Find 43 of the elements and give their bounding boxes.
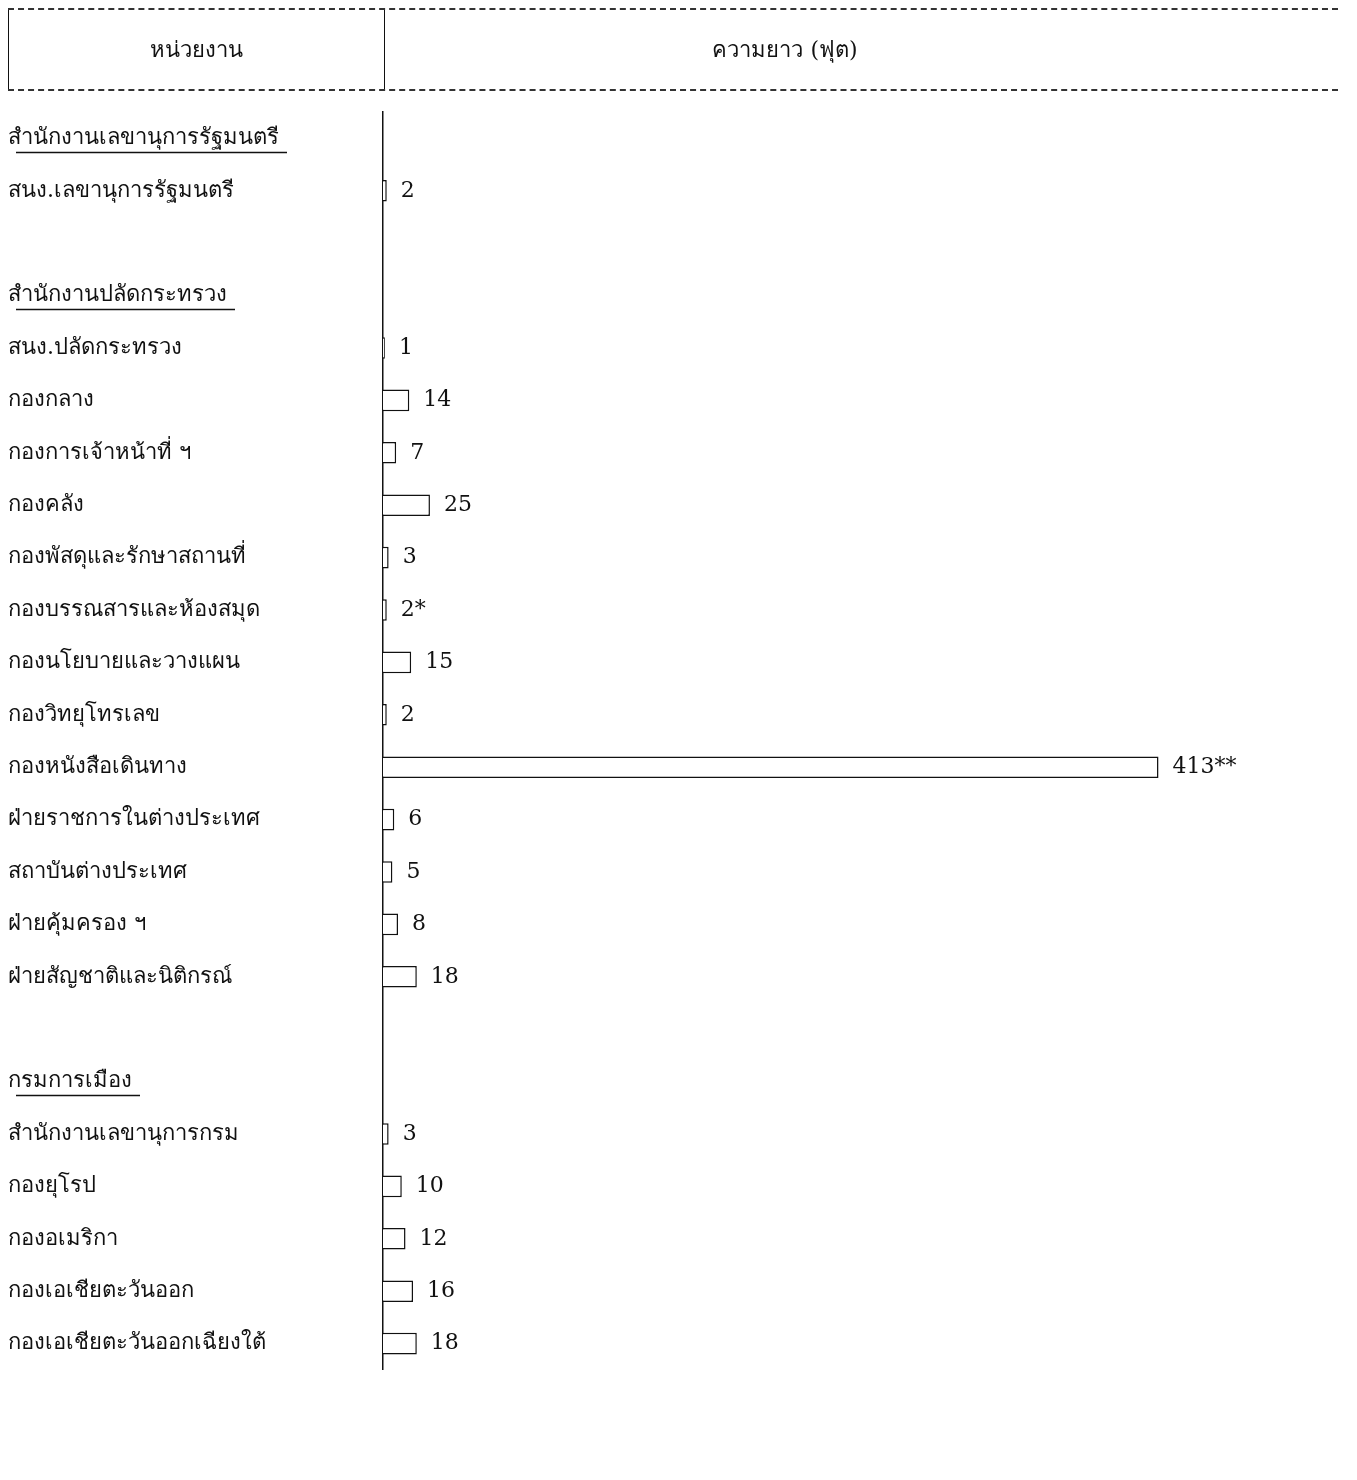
data-label: 18 [430, 1329, 459, 1355]
y-tick-label: ฝ่ายสัญชาติและนิติกรณ์ [8, 962, 232, 988]
y-tick-label: กองเอเชียตะวันออก [8, 1276, 194, 1302]
data-label: 16 [427, 1276, 456, 1302]
data-label: 7 [410, 438, 425, 464]
y-tick-label: สำนักงานปลัดกระทรวง [8, 281, 227, 307]
y-tick-label: กองกลาง [8, 386, 94, 412]
data-label: 6 [408, 805, 423, 831]
data-label: 413** [1172, 752, 1237, 778]
data-label: 2 [400, 700, 415, 726]
data-label: 2* [400, 595, 426, 621]
y-tick-label: กองพัสดุและรักษาสถานที่ [8, 540, 246, 570]
data-label: 18 [430, 962, 459, 988]
data-label: 25 [443, 490, 472, 516]
y-tick-label: สนง.เลขานุการรัฐมนตรี [8, 176, 234, 203]
data-label: 1 [398, 333, 413, 359]
y-tick-label: สนง.ปลัดกระทรวง [8, 333, 182, 359]
y-tick-label: ฝ่ายราชการในต่างประเทศ [8, 805, 260, 831]
y-tick-label: กองหนังสือเดินทาง [8, 752, 187, 778]
data-label: 10 [415, 1172, 444, 1198]
data-label: 3 [402, 543, 417, 569]
data-label: 5 [406, 857, 421, 883]
y-tick-label: กองนโยบายและวางแผน [8, 648, 240, 674]
y-axis-title: หน่วยงาน [8, 10, 385, 89]
y-tick-label: ฝ่ายคุ้มครอง ฯ [8, 910, 146, 937]
data-label: 12 [419, 1224, 448, 1250]
y-tick-label: กองอเมริกา [8, 1224, 118, 1250]
y-tick-label: กองคลัง [8, 490, 84, 516]
y-tick-label: สำนักงานเลขานุการกรม [8, 1119, 239, 1146]
y-tick-label: กองวิทยุโทรเลข [8, 700, 160, 727]
data-label: 8 [412, 910, 427, 936]
data-label: 15 [425, 648, 454, 674]
data-label: 3 [402, 1119, 417, 1145]
y-tick-label: สถาบันต่างประเทศ [8, 857, 187, 883]
y-tick-label: สำนักงานเลขานุการรัฐมนตรี [8, 124, 279, 151]
y-tick-label: กองบรรณสารและห้องสมุด [8, 595, 260, 622]
data-label: 2 [400, 176, 415, 202]
y-tick-label: กองยุโรป [8, 1172, 96, 1199]
y-tick-label: กรมการเมือง [8, 1067, 132, 1093]
x-axis-title: ความยาว (ฟุต) [711, 36, 859, 65]
data-label: 14 [423, 386, 452, 412]
y-tick-label: กองเอเชียตะวันออกเฉียงใต้ [8, 1329, 266, 1355]
y-tick-label: กองการเจ้าหน้าที่ ฯ [8, 435, 191, 464]
